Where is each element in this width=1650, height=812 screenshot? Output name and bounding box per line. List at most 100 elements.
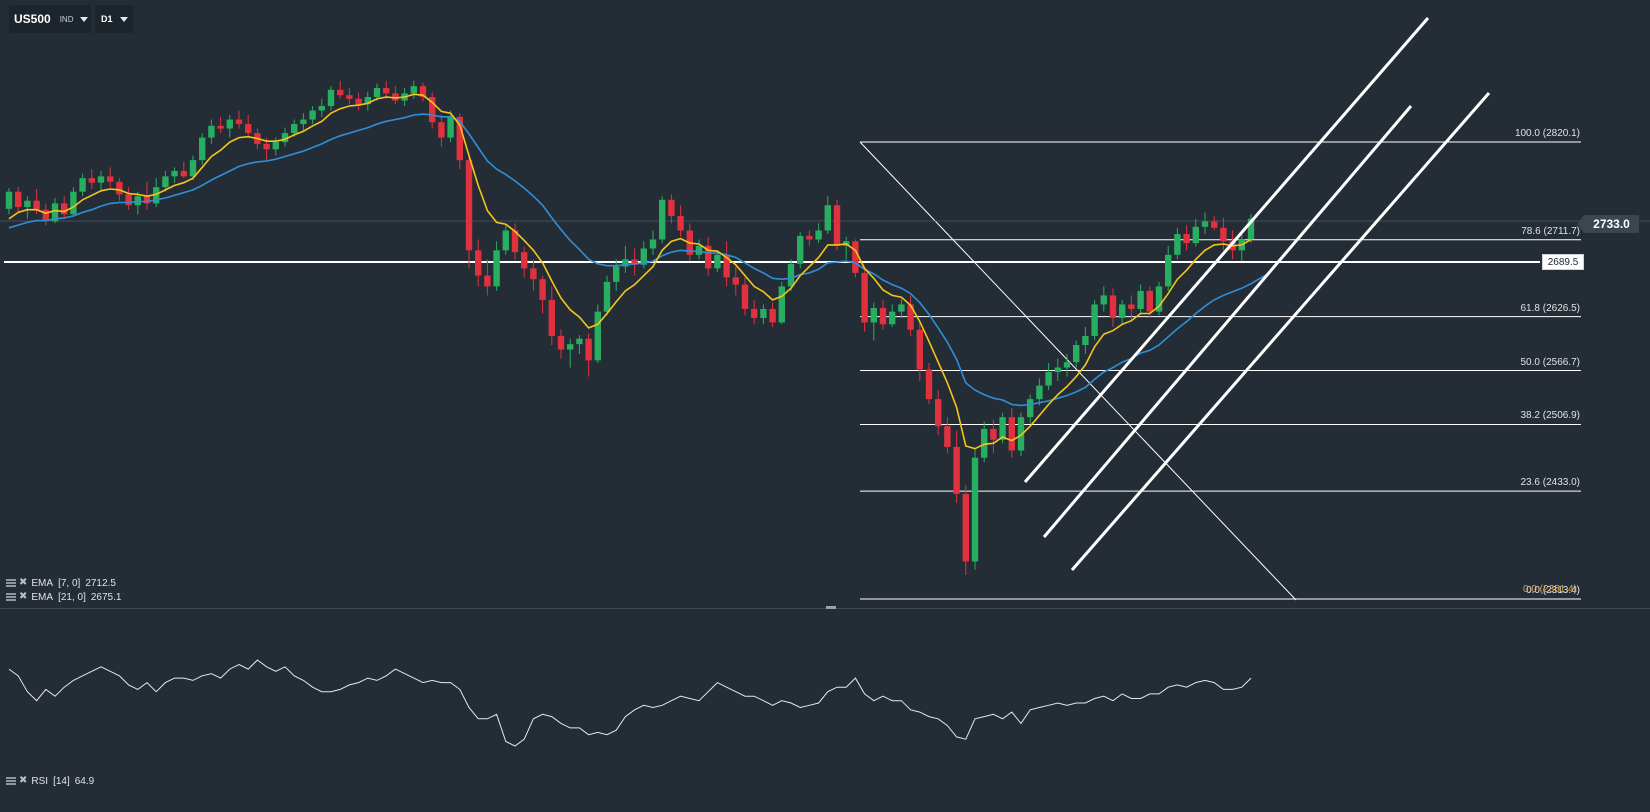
candle-bull <box>272 142 279 150</box>
candle-bull <box>1201 221 1209 227</box>
candle-bear <box>1109 295 1117 318</box>
timeframe-label: D1 <box>101 14 113 24</box>
candle-bear <box>1220 227 1227 242</box>
candle-bear <box>916 329 923 370</box>
indicator-name: EMA <box>31 577 54 589</box>
candle-bull <box>5 191 13 209</box>
fib-diagonal[interactable] <box>859 141 1297 601</box>
candle-bull <box>1063 362 1071 368</box>
level-line-tag[interactable]: 2689.5 <box>1542 254 1584 270</box>
candle-bear <box>833 205 841 246</box>
indicator-value: 2712.5 <box>85 577 116 589</box>
settings-icon[interactable] <box>6 593 16 601</box>
candle-bear <box>1211 221 1218 228</box>
candle-bull <box>410 86 417 94</box>
chevron-down-icon <box>119 16 128 22</box>
candle-bear <box>953 446 960 494</box>
channel-line-lower[interactable] <box>1070 92 1491 571</box>
channel-line-middle[interactable] <box>1042 105 1413 538</box>
chevron-down-icon <box>80 16 89 22</box>
candle-bull <box>318 106 325 111</box>
candle-bear <box>143 196 151 204</box>
candle-bull <box>1017 417 1025 451</box>
candle-bear <box>392 93 399 101</box>
symbol-type: IND <box>59 14 74 24</box>
candle-bull <box>226 119 233 129</box>
candle-bull <box>1054 367 1061 373</box>
candle-bear <box>861 272 868 323</box>
candle-bull <box>613 266 620 282</box>
candle-bear <box>245 124 252 134</box>
fibonacci-retracement[interactable] <box>860 141 1581 600</box>
candle-bear <box>732 277 739 285</box>
candle-bull <box>576 338 583 345</box>
candle-bull <box>70 191 77 215</box>
candle-bear <box>116 181 123 195</box>
symbol-selector[interactable]: US500 IND <box>9 5 91 33</box>
candlestick-series <box>5 80 1255 576</box>
indicator-params: [14] <box>53 775 70 787</box>
candle-bull <box>189 160 197 177</box>
candle-bull <box>640 248 647 265</box>
candle-bear <box>548 299 555 337</box>
candle-bear <box>61 203 68 215</box>
settings-icon[interactable] <box>6 777 16 785</box>
timeframe-selector[interactable]: D1 <box>95 5 133 33</box>
candle-bull <box>1165 254 1172 287</box>
candle-bull <box>971 457 979 562</box>
candle-bear <box>631 259 638 265</box>
candle-bull <box>787 263 795 287</box>
candle-bull <box>695 245 703 255</box>
candle-bull <box>622 259 629 267</box>
candle-bull <box>1027 399 1034 418</box>
candle-bull <box>1091 304 1098 337</box>
close-icon[interactable]: ✖ <box>19 577 28 588</box>
current-price-tag: 2733.0 <box>1577 215 1639 233</box>
candle-bull <box>199 137 206 161</box>
candle-bull <box>824 205 831 231</box>
candle-bull <box>714 254 721 269</box>
candle-bull <box>898 304 905 312</box>
candle-bull <box>373 87 381 97</box>
channel-line-upper[interactable] <box>1023 17 1430 483</box>
fib-level-label: 0.0 (2313.4) <box>1526 585 1580 596</box>
candle-bear <box>852 241 859 273</box>
candle-bear <box>235 119 243 125</box>
candle-bull <box>999 417 1006 440</box>
fib-level-label: 23.6 (2433.0) <box>1520 477 1581 489</box>
candle-bear <box>125 194 132 206</box>
candle-bull <box>594 311 601 361</box>
candle-bear <box>723 254 730 278</box>
candle-bear <box>530 268 537 280</box>
candle-bull <box>778 286 785 323</box>
pane-resize-handle[interactable] <box>826 606 836 609</box>
candle-bull <box>327 89 335 107</box>
candle-bull <box>797 235 804 264</box>
close-icon[interactable]: ✖ <box>19 591 28 602</box>
candle-bull <box>447 116 454 138</box>
candle-bull <box>1155 286 1163 312</box>
candle-bull <box>97 176 105 183</box>
candle-bear <box>180 170 187 177</box>
close-icon[interactable]: ✖ <box>19 775 28 786</box>
candle-bear <box>990 428 997 440</box>
ema7-line <box>8 93 1252 450</box>
candle-bear <box>557 336 565 350</box>
candle-bull <box>649 239 657 249</box>
fib-level-label: 100.0 (2820.1) <box>1514 128 1580 139</box>
candle-bear <box>511 230 519 253</box>
indicator-ema21: ✖ EMA [21, 0] 2675.1 <box>6 591 121 603</box>
candle-bull <box>760 308 767 318</box>
symbol-name: US500 <box>14 12 51 26</box>
indicator-value: 64.9 <box>74 775 95 787</box>
candle-bear <box>484 275 491 287</box>
candle-bear <box>751 308 758 318</box>
settings-icon[interactable] <box>6 579 16 587</box>
candle-bear <box>962 493 969 562</box>
candle-bear <box>1008 417 1015 451</box>
indicator-rsi: ✖ RSI [14] 64.9 <box>6 775 94 787</box>
candle-bull <box>300 119 307 125</box>
fib-level-label: 50.0 (2566.7) <box>1520 356 1581 368</box>
candle-bear <box>42 209 49 222</box>
